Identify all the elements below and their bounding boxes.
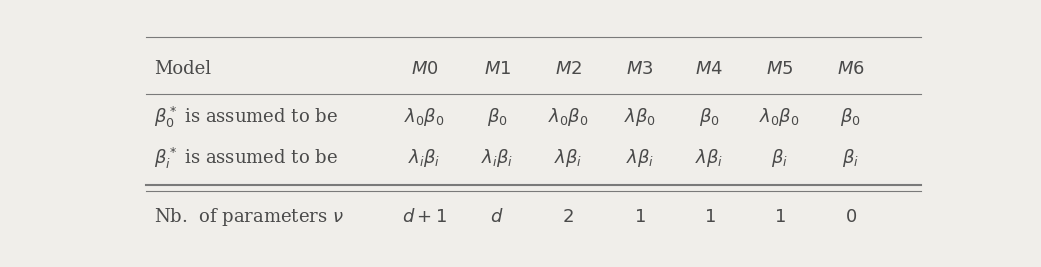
Text: $\mathit{M}6$: $\mathit{M}6$: [837, 60, 864, 78]
Text: $\mathit{M}2$: $\mathit{M}2$: [555, 60, 582, 78]
Text: $\mathit{M}1$: $\mathit{M}1$: [484, 60, 511, 78]
Text: $\lambda\beta_i$: $\lambda\beta_i$: [626, 147, 654, 170]
Text: $\beta_0$: $\beta_0$: [700, 106, 719, 128]
Text: $\lambda_i\beta_i$: $\lambda_i\beta_i$: [481, 147, 513, 170]
Text: $\lambda_0\beta_0$: $\lambda_0\beta_0$: [548, 106, 588, 128]
Text: $1$: $1$: [704, 208, 715, 226]
Text: $\mathit{M}4$: $\mathit{M}4$: [695, 60, 723, 78]
Text: $\mathit{M}0$: $\mathit{M}0$: [411, 60, 438, 78]
Text: $\mathit{M}3$: $\mathit{M}3$: [627, 60, 654, 78]
Text: $\beta_i$: $\beta_i$: [842, 147, 859, 170]
Text: $2$: $2$: [562, 208, 574, 226]
Text: $\lambda_0\beta_0$: $\lambda_0\beta_0$: [404, 106, 445, 128]
Text: $d+1$: $d+1$: [402, 208, 448, 226]
Text: $\lambda\beta_i$: $\lambda\beta_i$: [695, 147, 723, 170]
Text: $1$: $1$: [773, 208, 786, 226]
Text: $\mathit{M}5$: $\mathit{M}5$: [766, 60, 793, 78]
Text: $\beta_0^*$ is assumed to be: $\beta_0^*$ is assumed to be: [154, 105, 338, 130]
Text: $\lambda_0\beta_0$: $\lambda_0\beta_0$: [759, 106, 799, 128]
Text: $\beta_0$: $\beta_0$: [840, 106, 861, 128]
Text: $\lambda_i\beta_i$: $\lambda_i\beta_i$: [408, 147, 440, 170]
Text: $\lambda\beta_0$: $\lambda\beta_0$: [624, 106, 656, 128]
Text: Nb.  of parameters $\nu$: Nb. of parameters $\nu$: [154, 206, 345, 228]
Text: Model: Model: [154, 60, 211, 78]
Text: $\lambda\beta_i$: $\lambda\beta_i$: [554, 147, 582, 170]
Text: $1$: $1$: [634, 208, 645, 226]
Text: $\beta_i^*$ is assumed to be: $\beta_i^*$ is assumed to be: [154, 146, 338, 171]
Text: $\beta_i$: $\beta_i$: [771, 147, 788, 170]
Text: $\beta_0$: $\beta_0$: [487, 106, 508, 128]
Text: $0$: $0$: [844, 208, 857, 226]
Text: $d$: $d$: [490, 208, 504, 226]
